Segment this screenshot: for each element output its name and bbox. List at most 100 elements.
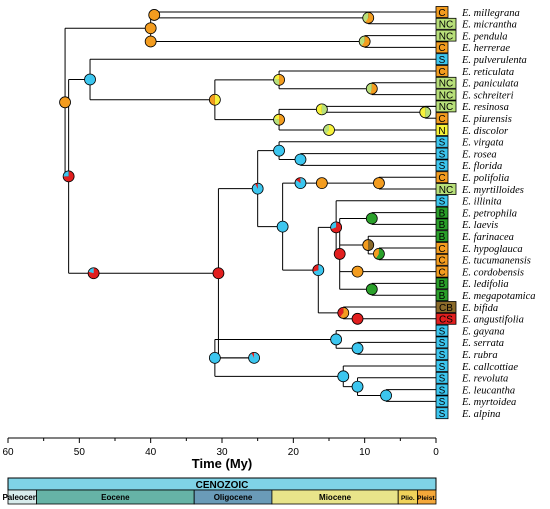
tip-state-code: NC (439, 185, 453, 196)
tip-state-code: B (439, 279, 446, 290)
tip-state-box: S (435, 407, 449, 420)
node-pie-n55 (365, 283, 378, 296)
epoch-label: Eocene (101, 493, 130, 502)
tip-state-code: S (439, 197, 446, 208)
node-pie-n20 (323, 124, 335, 136)
species-label: E. farinacea (461, 232, 514, 243)
tip-state-box: B (435, 277, 449, 290)
species-label: E. piurensis (461, 114, 512, 125)
species-label: E. myrtoidea (461, 397, 516, 408)
axis-ticks: 60 50 40 30 20 10 0 (2, 438, 439, 458)
tip-state-box: C (435, 112, 449, 125)
species-label: E. callcottiae (461, 362, 518, 373)
node-pie-n40 (330, 221, 343, 234)
node-pie-n41 (365, 212, 378, 225)
species-label: E. laevis (461, 220, 498, 231)
tip-state-box: CB (435, 301, 457, 314)
species-label: E. gayana (461, 326, 505, 337)
node-pie-n66 (380, 389, 392, 402)
species-label: E. myrtilloides (461, 185, 524, 196)
node-pie-n19 (315, 103, 328, 116)
tip-state-code: C (438, 244, 445, 255)
node-pie-n11 (87, 267, 100, 280)
node-pie-n62 (330, 333, 343, 346)
species-label: E. resinosa (461, 102, 509, 113)
node-pie-n16 (273, 113, 285, 126)
node-pie-n34 (312, 264, 325, 277)
tip-state-box: NC (435, 183, 457, 196)
species-label: E. rubra (461, 350, 498, 361)
tip-state-box: B (435, 218, 449, 231)
tip-state-code: S (439, 55, 446, 66)
tip-state-code: NC (439, 79, 453, 90)
epoch-label: Paleocene (2, 493, 42, 502)
species-label: E. bifida (461, 303, 498, 314)
tip-state-box: S (435, 383, 449, 396)
species-label: E. serrata (461, 338, 504, 349)
axis-label: Time (My) (192, 456, 252, 471)
node-pie-n27 (251, 182, 264, 195)
node-pie-n36 (373, 177, 385, 190)
geologic-timescale: CENOZOIC Paleocene Eocene Oligocene Miocene… (2, 477, 437, 505)
tip-state-box: B (435, 230, 449, 243)
node-pie-n61 (208, 351, 221, 364)
tick-label: 60 (2, 447, 14, 458)
species-label: E. reticulata (461, 67, 514, 78)
species-label: E. florida (461, 161, 502, 172)
tick-label: 30 (216, 447, 228, 458)
node-pie-n35 (315, 177, 328, 190)
tip-state-code: S (439, 138, 446, 149)
tip-state-box: C (435, 65, 449, 78)
tip-state-code: C (438, 256, 445, 267)
node-pie-n39 (351, 312, 364, 325)
tip-state-code: NC (439, 102, 453, 113)
species-label: E. paniculata (461, 79, 519, 90)
tip-state-box: S (435, 53, 449, 66)
tip-state-code: S (439, 338, 446, 349)
tip-state-box: S (435, 348, 449, 361)
epoch-label: Pleist. (417, 495, 436, 502)
species-label: E. ledifolia (461, 279, 509, 290)
node-pie-n28 (273, 144, 285, 157)
tip-state-code: C (438, 267, 445, 278)
tick-label: 10 (359, 447, 371, 458)
node-pie-n50 (351, 265, 364, 278)
ancestral-state-pies (59, 9, 432, 402)
tip-state-code: C (438, 173, 445, 184)
tip-state-code: C (438, 43, 445, 54)
species-label: E. hypoglauca (461, 244, 523, 255)
node-pie-n63 (351, 342, 364, 355)
species-label: E. leucantha (461, 385, 515, 396)
epoch-label: Plio. (401, 495, 415, 502)
tick-label: 0 (433, 447, 439, 458)
tip-state-code: CS (439, 315, 453, 326)
tip-state-box: CS (435, 312, 457, 326)
tip-state-code: NC (439, 31, 453, 42)
species-label: E. revoluta (461, 374, 508, 385)
species-label: E. petrophila (461, 208, 517, 219)
species-label: E. herrerae (461, 43, 510, 54)
tip-state-code: B (439, 208, 446, 219)
tip-state-code: S (439, 374, 446, 385)
tip-state-code: CB (439, 303, 453, 314)
node-pie-n5 (362, 11, 375, 24)
node-pie-n2 (144, 22, 157, 35)
tree-branches (64, 11, 436, 402)
node-pie-n3 (148, 9, 161, 21)
node-pie-n46 (373, 247, 385, 260)
species-label: E. polifolia (461, 173, 509, 184)
species-label: E. pulverulenta (461, 55, 527, 66)
tip-states: CNCNCCSCNCNCNCCNSSSCNCSBBBCCCBBCBCSSSSSS… (435, 6, 457, 420)
tick-label: 50 (74, 447, 86, 458)
epoch-bands: Paleocene Eocene Oligocene Miocene Plio. Plei… (2, 489, 437, 505)
tip-state-code: S (439, 362, 446, 373)
species-label: E. alpina (461, 409, 501, 420)
node-pie-n32 (294, 177, 307, 190)
tip-state-code: S (439, 149, 446, 160)
epoch-band (417, 489, 437, 505)
node-pie-n1 (59, 96, 71, 109)
tip-state-code: S (439, 397, 446, 408)
tick-label: 40 (145, 447, 157, 458)
tip-state-box: S (435, 371, 449, 385)
